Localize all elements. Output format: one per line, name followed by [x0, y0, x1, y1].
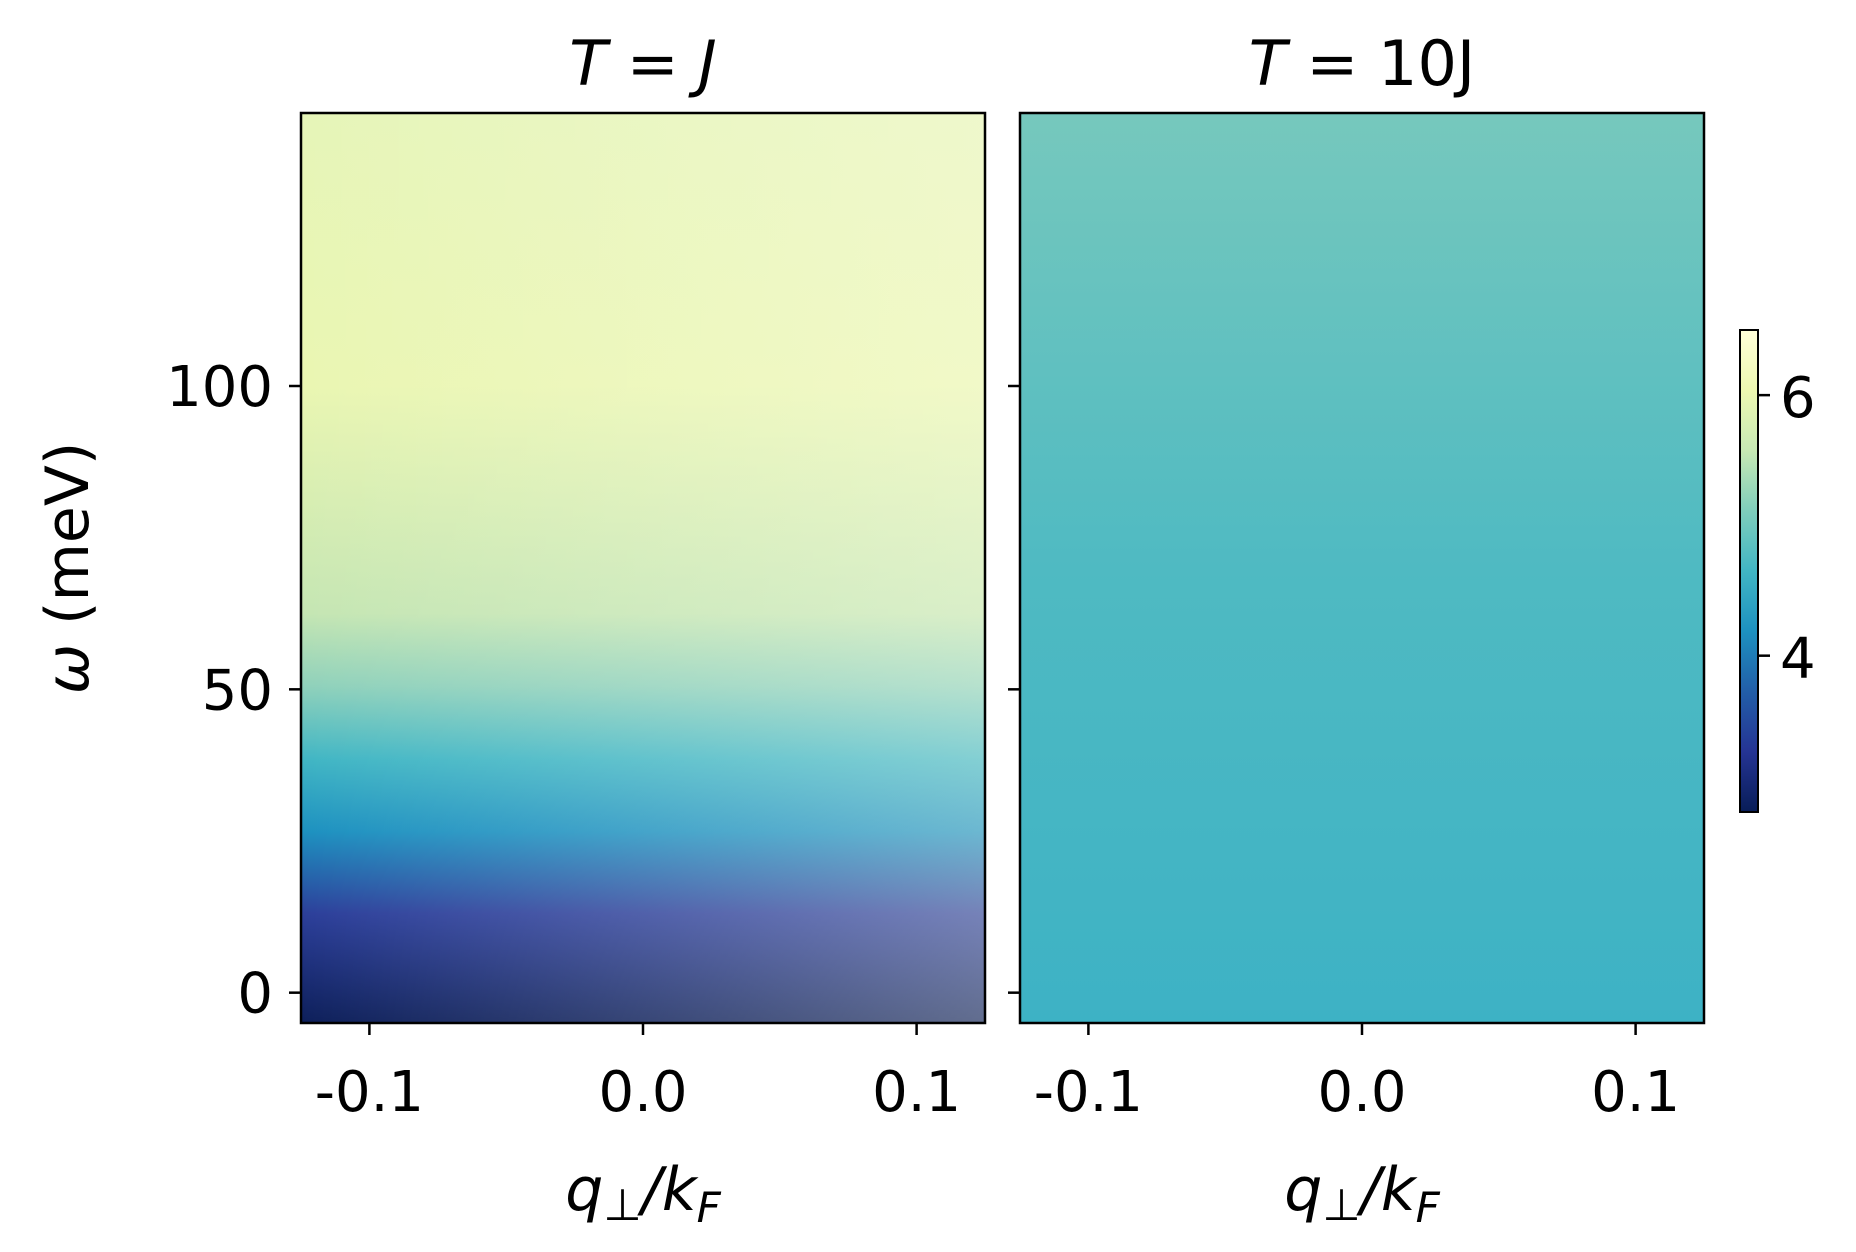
y-ticks-right: [1008, 384, 1020, 994]
y-ticks-left: 0 50 100: [166, 355, 301, 1027]
heatmap-right: [1020, 113, 1704, 1023]
x-axis-label-right: q⊥/kF: [1284, 1155, 1440, 1232]
x-tick-label: 0.1: [1591, 1060, 1680, 1125]
colorbar: 46: [1739, 329, 1816, 813]
heatmap-left-overlay: [301, 113, 985, 1023]
x-ticks-right: -0.1 0.0 0.1: [1034, 1023, 1680, 1125]
x-tick-label: -0.1: [1034, 1060, 1143, 1125]
panel-left: T = J -0.1 0.0 0.1 0 50 100 q⊥/kF: [166, 27, 987, 1232]
colorbar-tick-label: 6: [1780, 366, 1816, 431]
panel-title-left: T = J: [569, 27, 717, 100]
colorbar-tick-label: 4: [1780, 627, 1816, 692]
y-tick-label: 0: [237, 962, 273, 1027]
x-axis-label-left: q⊥/kF: [565, 1155, 721, 1232]
x-tick-label: -0.1: [315, 1060, 424, 1125]
y-axis-label: ω (meV): [33, 442, 103, 695]
x-ticks-left: -0.1 0.0 0.1: [315, 1023, 961, 1125]
panel-right: T = 10J -0.1 0.0 0.1 q⊥/kF: [1008, 27, 1706, 1232]
x-tick-label: 0.0: [598, 1060, 687, 1125]
x-tick-label: 0.0: [1317, 1060, 1406, 1125]
colorbar-ticks: 46: [1758, 366, 1816, 692]
x-tick-label: 0.1: [872, 1060, 961, 1125]
panel-title-right: T = 10J: [1249, 27, 1475, 100]
colorbar-gradient: [1740, 330, 1758, 812]
y-tick-label: 100: [166, 355, 273, 420]
colorbar-frame: [1739, 329, 1759, 813]
y-tick-label: 50: [202, 658, 273, 723]
